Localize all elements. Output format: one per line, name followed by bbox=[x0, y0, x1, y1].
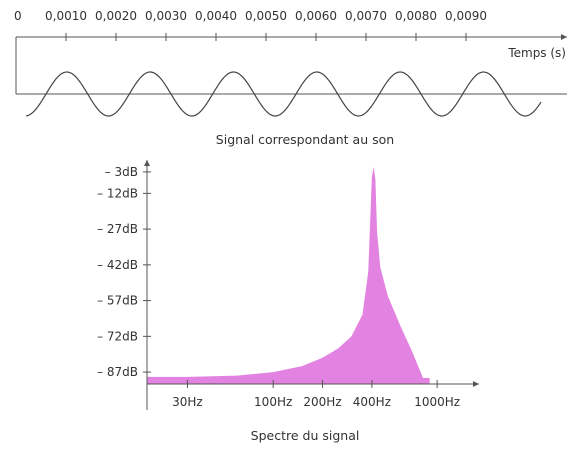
signal-x-tick-label: 0,0090 bbox=[445, 9, 487, 23]
spectrum-y-tick-label: – 57dB bbox=[97, 294, 138, 308]
signal-x-tick-label: 0,0080 bbox=[395, 9, 437, 23]
spectrum-x-tick-label: 100Hz bbox=[254, 395, 292, 409]
signal-x-tick-label: 0,0020 bbox=[95, 9, 137, 23]
spectrum-x-axis-arrow bbox=[473, 381, 479, 387]
signal-x-tick-label: 0,0030 bbox=[145, 9, 187, 23]
signal-x-tick-label: 0,0070 bbox=[345, 9, 387, 23]
spectrum-chart-caption: Spectre du signal bbox=[251, 428, 360, 443]
spectrum-y-tick-label: – 3dB bbox=[105, 165, 138, 179]
spectrum-y-axis-arrow bbox=[144, 160, 150, 166]
signal-x-axis-label: Temps (s) bbox=[507, 46, 566, 60]
signal-x-tick-label: 0,0060 bbox=[295, 9, 337, 23]
spectrum-x-tick-label: 200Hz bbox=[303, 395, 341, 409]
spectrum-y-tick-label: – 72dB bbox=[97, 329, 138, 343]
signal-chart-caption: Signal correspondant au son bbox=[216, 132, 394, 147]
spectrum-chart: – 3dB – 12dB – 27dB – 42dB – 57dB – 72dB – 87d… bbox=[97, 160, 479, 443]
signal-x-tick-label: 0,0010 bbox=[45, 9, 87, 23]
spectrum-y-tick-label: – 12dB bbox=[97, 186, 138, 200]
spectrum-y-tick-label: – 27dB bbox=[97, 222, 138, 236]
spectrum-area bbox=[147, 167, 430, 384]
signal-x-tick-label: 0,0040 bbox=[195, 9, 237, 23]
spectrum-x-tick-label: 1000Hz bbox=[414, 395, 460, 409]
signal-chart: 0 0,0010 0,0020 0,0030 0,0040 0,0050 0,0060 0,0… bbox=[14, 9, 567, 147]
spectrum-y-tick-label: – 42dB bbox=[97, 258, 138, 272]
spectrum-x-tick-label: 30Hz bbox=[172, 395, 203, 409]
signal-x-tick-label: 0 bbox=[14, 9, 22, 23]
spectrum-x-tick-label: 400Hz bbox=[353, 395, 391, 409]
spectrum-y-tick-label: – 87dB bbox=[97, 365, 138, 379]
signal-x-tick-label: 0,0050 bbox=[245, 9, 287, 23]
signal-time-axis-arrow bbox=[561, 34, 567, 40]
